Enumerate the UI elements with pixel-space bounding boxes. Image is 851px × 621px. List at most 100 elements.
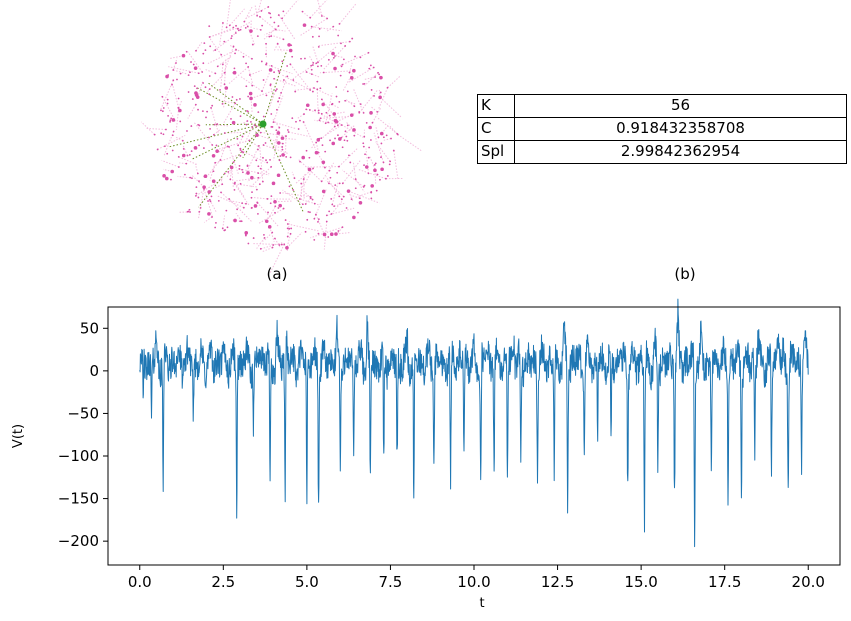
network-node: [276, 141, 281, 145]
network-node: [161, 95, 164, 98]
network-node: [166, 102, 169, 105]
network-node: [259, 167, 262, 170]
network-edge: [234, 183, 250, 206]
network-edge: [194, 163, 199, 174]
network-node: [282, 38, 285, 41]
network-node: [156, 148, 159, 151]
network-node: [265, 62, 268, 65]
network-node: [344, 45, 347, 47]
network-edge: [389, 125, 398, 135]
network-edge: [266, 90, 277, 115]
network-node: [261, 180, 264, 183]
network-node: [306, 218, 309, 221]
network-node: [233, 67, 236, 70]
network-edge: [256, 0, 262, 16]
network-node: [211, 216, 213, 218]
network-node: [260, 10, 263, 12]
network-edge: [161, 159, 180, 168]
network-edge: [273, 121, 296, 129]
network-node: [292, 79, 295, 81]
network-node: [232, 45, 235, 48]
network-node: [376, 110, 379, 113]
network-node: [278, 159, 281, 162]
network-edge: [182, 144, 188, 156]
network-node: [196, 87, 198, 90]
network-node: [277, 25, 280, 27]
network-node: [290, 44, 293, 47]
network-node: [341, 63, 344, 66]
network-node: [153, 133, 156, 136]
network-node: [232, 26, 235, 29]
network-edge: [288, 131, 309, 137]
network-node: [382, 136, 385, 139]
network-node: [333, 119, 336, 122]
network-node: [239, 155, 242, 157]
stats-key: K: [477, 94, 515, 118]
network-node: [179, 72, 182, 75]
network-node: [183, 173, 186, 176]
hub-edge: [191, 123, 264, 160]
network-edge: [352, 162, 357, 180]
network-node: [205, 116, 207, 119]
network-node: [188, 153, 191, 156]
network-node: [363, 164, 365, 167]
network-node: [335, 95, 338, 98]
network-node: [262, 79, 265, 81]
network-node: [353, 134, 356, 137]
network-node: [229, 165, 234, 170]
network-edge: [319, 70, 354, 74]
network-node: [289, 63, 292, 66]
network-node: [195, 147, 198, 150]
network-node: [172, 79, 175, 82]
network-node: [262, 115, 265, 118]
network-edge: [372, 107, 382, 123]
network-node: [189, 211, 191, 213]
network-node: [211, 153, 216, 158]
network-node: [232, 71, 235, 74]
network-node: [328, 182, 330, 185]
network-node: [286, 129, 289, 131]
network-edge: [304, 13, 311, 19]
network-node: [281, 60, 284, 63]
network-node: [259, 28, 262, 31]
network-node: [185, 162, 188, 165]
network-node: [198, 144, 200, 147]
network-node: [316, 88, 319, 91]
network-node: [321, 160, 326, 165]
network-node: [265, 53, 267, 56]
network-node: [377, 136, 380, 139]
network-node: [259, 15, 261, 18]
network-node: [370, 191, 373, 193]
network-node: [305, 71, 308, 73]
network-edge: [228, 198, 253, 223]
network-node: [385, 134, 388, 137]
network-node: [299, 119, 301, 122]
network-node: [239, 28, 242, 31]
network-node: [268, 12, 270, 14]
network-node: [193, 66, 198, 70]
network-edge: [273, 43, 279, 51]
network-edge: [348, 67, 374, 84]
network-node: [233, 182, 236, 185]
network-edge: [339, 52, 369, 67]
network-node: [311, 35, 314, 38]
network-edge: [205, 69, 216, 74]
network-node: [354, 55, 356, 58]
network-node: [202, 185, 206, 189]
network-node: [171, 149, 174, 152]
network-node: [192, 63, 195, 66]
network-node: [276, 42, 279, 45]
network-node: [242, 206, 245, 209]
network-node: [208, 136, 210, 139]
network-node: [225, 209, 228, 212]
network-node: [275, 108, 278, 111]
network-node: [235, 98, 238, 101]
network-node: [221, 183, 224, 186]
network-edge: [229, 8, 245, 26]
network-node: [344, 130, 347, 133]
network-node: [376, 173, 379, 176]
network-node: [349, 113, 354, 117]
network-node: [282, 79, 285, 81]
network-node: [328, 169, 331, 172]
